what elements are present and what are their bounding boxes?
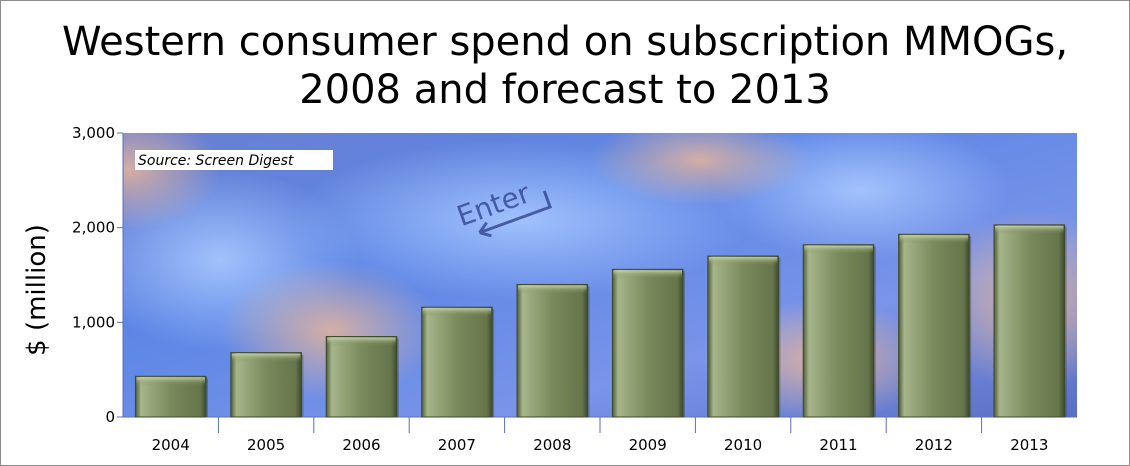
source-annotation: Source: Screen Digest [135,150,333,170]
bar-2011 [802,244,876,418]
source-label: Source: Screen Digest [138,153,294,169]
bar-2008 [516,283,590,418]
x-tick-label-2010: 2010 [724,436,762,454]
y-tick-label-2000: 2,000 [72,219,115,237]
bar-2006 [325,336,399,418]
y-axis-label: $ (million) [22,224,52,356]
x-tick-label-2008: 2008 [533,436,571,454]
bar-2010 [707,255,781,418]
y-tick-label-1000: 1,000 [72,313,115,331]
x-tick-label-2009: 2009 [629,436,667,454]
bar-2012 [898,233,972,418]
x-tick-label-2005: 2005 [247,436,285,454]
x-tick-label-2006: 2006 [342,436,380,454]
bar-2005 [230,352,304,418]
x-tick-label-2012: 2012 [915,436,953,454]
x-tick-label-2011: 2011 [819,436,857,454]
x-tick-label-2013: 2013 [1010,436,1048,454]
bar-2004 [134,375,208,418]
bar-2013 [993,224,1067,418]
x-tick-label-2007: 2007 [438,436,476,454]
y-tick-label-3000: 3,000 [72,124,115,142]
chart-title: Western consumer spend on subscription M… [61,19,1069,113]
bar-2007 [421,306,495,418]
x-tick-label-2004: 2004 [152,436,190,454]
y-tick-label-0: 0 [105,408,115,426]
bar-2009 [611,268,685,418]
